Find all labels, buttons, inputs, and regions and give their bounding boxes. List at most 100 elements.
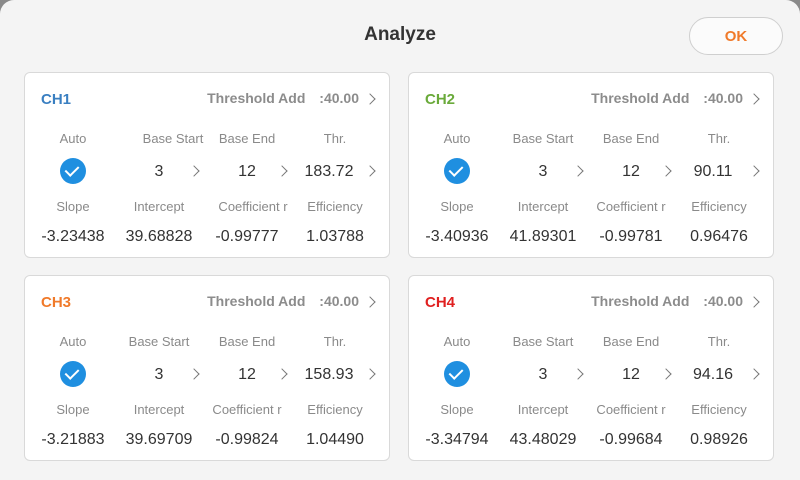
coefficient-value: -0.99684: [599, 431, 663, 448]
channel-name: CH1: [41, 91, 72, 108]
base-end-label: Base End: [602, 334, 660, 349]
coefficient-value: -0.99781: [599, 228, 663, 245]
base-end-chevron-icon[interactable]: [660, 165, 672, 177]
threshold-add-row[interactable]: Threshold Add :40.00: [207, 293, 359, 309]
channel-name: CH3: [41, 294, 72, 311]
threshold-add-chevron-icon[interactable]: [364, 296, 376, 308]
threshold-add-chevron-icon[interactable]: [748, 296, 760, 308]
thr-value[interactable]: 158.93: [304, 366, 354, 383]
thr-chevron-icon[interactable]: [364, 368, 376, 380]
channel-name: CH4: [425, 294, 456, 311]
efficiency-label: Efficiency: [691, 199, 747, 214]
dialog-title: Analyze: [364, 24, 436, 45]
base-start-value[interactable]: 3: [538, 366, 548, 383]
intercept-label: Intercept: [517, 199, 569, 214]
efficiency-label: Efficiency: [307, 402, 363, 417]
thr-value[interactable]: 94.16: [692, 366, 734, 383]
thr-label: Thr.: [323, 131, 347, 146]
base-end-value[interactable]: 12: [238, 366, 256, 383]
thr-label: Thr.: [707, 131, 731, 146]
efficiency-label: Efficiency: [691, 402, 747, 417]
coefficient-label: Coefficient r: [212, 402, 282, 417]
thr-label: Thr.: [707, 334, 731, 349]
coefficient-label: Coefficient r: [218, 199, 288, 214]
intercept-value: 41.89301: [509, 228, 577, 245]
base-start-label: Base Start: [512, 334, 574, 349]
threshold-add-label: Threshold Add: [591, 90, 690, 106]
efficiency-value: 1.03788: [306, 228, 364, 245]
base-start-value[interactable]: 3: [154, 366, 164, 383]
threshold-add-row[interactable]: Threshold Add :40.00: [591, 293, 743, 309]
base-start-label: Base Start: [128, 334, 190, 349]
base-start-chevron-icon[interactable]: [572, 165, 584, 177]
base-start-label: Base Start: [512, 131, 574, 146]
threshold-add-chevron-icon[interactable]: [364, 93, 376, 105]
slope-value: -3.21883: [41, 431, 105, 448]
auto-checkbox-checked-icon[interactable]: [444, 361, 470, 387]
base-end-label: Base End: [602, 131, 660, 146]
intercept-value: 43.48029: [509, 431, 577, 448]
threshold-add-label: Threshold Add: [207, 293, 306, 309]
coefficient-value: -0.99777: [215, 228, 279, 245]
intercept-value: 39.69709: [125, 431, 193, 448]
ok-button[interactable]: OK: [689, 17, 783, 55]
base-end-chevron-icon[interactable]: [276, 165, 288, 177]
slope-value: -3.23438: [41, 228, 105, 245]
auto-checkbox-checked-icon[interactable]: [60, 361, 86, 387]
thr-chevron-icon[interactable]: [748, 165, 760, 177]
base-start-chevron-icon[interactable]: [572, 368, 584, 380]
auto-checkbox-checked-icon[interactable]: [60, 158, 86, 184]
base-end-label: Base End: [218, 131, 276, 146]
slope-value: -3.40936: [425, 228, 489, 245]
slope-value: -3.34794: [425, 431, 489, 448]
threshold-add-label: Threshold Add: [591, 293, 690, 309]
threshold-add-value: :40.00: [319, 293, 359, 309]
threshold-add-value: :40.00: [319, 90, 359, 106]
slope-label: Slope: [440, 402, 474, 417]
auto-label: Auto: [443, 334, 471, 349]
thr-value[interactable]: 183.72: [304, 163, 354, 180]
auto-checkbox-checked-icon[interactable]: [444, 158, 470, 184]
threshold-add-label: Threshold Add: [207, 90, 306, 106]
slope-label: Slope: [56, 199, 90, 214]
base-end-chevron-icon[interactable]: [276, 368, 288, 380]
auto-label: Auto: [59, 334, 87, 349]
base-start-chevron-icon[interactable]: [188, 165, 200, 177]
channel-card-ch1: CH1 Threshold Add :40.00 Auto Base Start…: [24, 72, 390, 258]
slope-label: Slope: [440, 199, 474, 214]
efficiency-value: 0.96476: [690, 228, 748, 245]
threshold-add-value: :40.00: [703, 90, 743, 106]
coefficient-value: -0.99824: [215, 431, 279, 448]
threshold-add-value: :40.00: [703, 293, 743, 309]
thr-value[interactable]: 90.11: [693, 163, 733, 180]
intercept-label: Intercept: [133, 402, 185, 417]
base-start-value[interactable]: 3: [154, 163, 164, 180]
efficiency-value: 0.98926: [690, 431, 748, 448]
threshold-add-row[interactable]: Threshold Add :40.00: [591, 90, 743, 106]
intercept-value: 39.68828: [125, 228, 193, 245]
base-end-label: Base End: [218, 334, 276, 349]
base-start-label: Base Start: [142, 131, 204, 146]
channel-card-ch2: CH2 Threshold Add :40.00 Auto Base Start…: [408, 72, 774, 258]
base-end-value[interactable]: 12: [622, 366, 640, 383]
thr-chevron-icon[interactable]: [364, 165, 376, 177]
efficiency-value: 1.04490: [306, 431, 364, 448]
auto-label: Auto: [59, 131, 87, 146]
efficiency-label: Efficiency: [307, 199, 363, 214]
slope-label: Slope: [56, 402, 90, 417]
threshold-add-row[interactable]: Threshold Add :40.00: [207, 90, 359, 106]
base-start-value[interactable]: 3: [538, 163, 548, 180]
intercept-label: Intercept: [517, 402, 569, 417]
thr-chevron-icon[interactable]: [748, 368, 760, 380]
auto-label: Auto: [443, 131, 471, 146]
base-end-value[interactable]: 12: [238, 163, 256, 180]
coefficient-label: Coefficient r: [596, 199, 666, 214]
thr-label: Thr.: [323, 334, 347, 349]
threshold-add-chevron-icon[interactable]: [748, 93, 760, 105]
base-end-chevron-icon[interactable]: [660, 368, 672, 380]
base-start-chevron-icon[interactable]: [188, 368, 200, 380]
intercept-label: Intercept: [133, 199, 185, 214]
base-end-value[interactable]: 12: [622, 163, 640, 180]
coefficient-label: Coefficient r: [596, 402, 666, 417]
